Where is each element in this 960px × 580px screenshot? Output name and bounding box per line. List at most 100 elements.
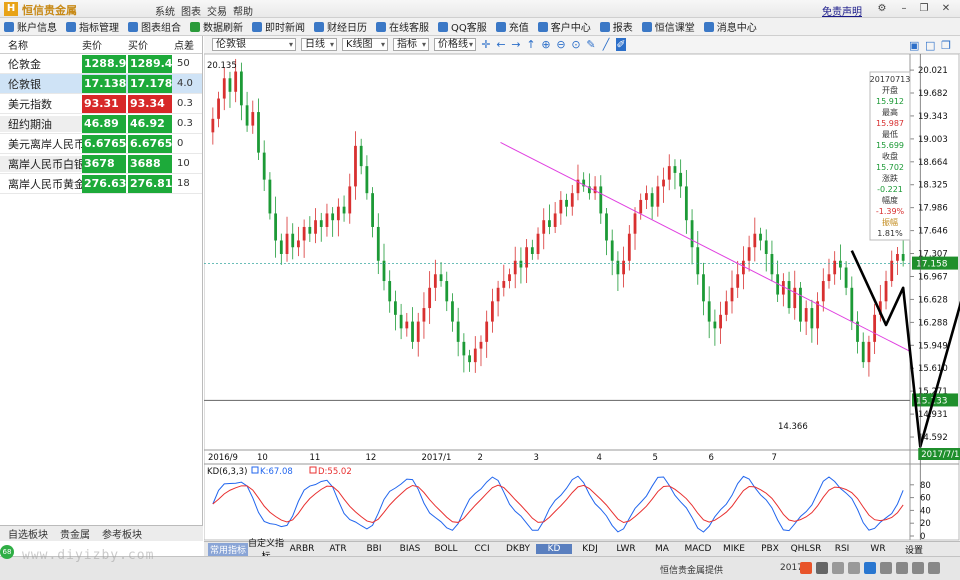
indicator-tab-10[interactable]: KDJ — [582, 544, 598, 554]
tab-reference[interactable]: 参考板块 — [102, 530, 142, 541]
toolbar-news-button[interactable]: 即时新闻 — [252, 19, 305, 34]
quote-buy-price[interactable]: 46.92 — [128, 114, 172, 133]
quote-buy-price[interactable]: 3688 — [128, 154, 172, 173]
settings-icon[interactable]: ⚙ — [877, 3, 887, 14]
ime-punct-icon[interactable] — [832, 562, 844, 574]
quote-sell-price[interactable]: 3678 — [82, 154, 126, 173]
candle-body — [348, 186, 352, 214]
ime-voice-icon[interactable] — [864, 562, 876, 574]
toolbar-deposit-button[interactable]: 充值 — [495, 19, 529, 34]
draw-pen-icon[interactable]: ✎ — [586, 38, 596, 51]
quote-row[interactable]: 伦敦金 1288.92 1289.42 50 — [0, 54, 202, 74]
ime-emoji-icon[interactable] — [848, 562, 860, 574]
sogou-ime-icon[interactable] — [800, 562, 812, 574]
toolbar-qq-button[interactable]: QQ客服 — [438, 19, 487, 34]
toolbar-report-button[interactable]: 报表 — [599, 19, 633, 34]
indicator-tab-5[interactable]: BIAS — [399, 544, 421, 554]
layout-icon[interactable]: ▣ — [909, 39, 920, 52]
quote-sell-price[interactable]: 6.6765 — [82, 134, 126, 153]
toolbar-support-button[interactable]: 在线客服 — [376, 19, 429, 34]
toolbar-calendar-button[interactable]: 财经日历 — [314, 19, 367, 34]
quote-sell-price[interactable]: 17.138 — [82, 74, 126, 93]
arrow-right-icon[interactable]: → — [511, 38, 521, 51]
quote-buy-price[interactable]: 17.178 — [128, 74, 172, 93]
toolbar-indicator-button[interactable]: 指标管理 — [66, 19, 119, 34]
minimize-icon[interactable]: – — [901, 3, 907, 14]
indicator-tab-13[interactable]: MACD — [684, 544, 712, 554]
menu-system[interactable]: 系统 — [155, 7, 175, 18]
price-chart[interactable]: 20.021 19.682 19.343 19.003 18.664 18.325 17.9… — [204, 54, 960, 541]
toolbar-chart-combo-button[interactable]: 图表组合 — [128, 19, 181, 34]
quote-buy-price[interactable]: 6.6765 — [128, 134, 172, 153]
quote-row[interactable]: 美元指数 93.31 93.34 0.3 — [0, 94, 202, 114]
ime-keyboard-icon[interactable] — [880, 562, 892, 574]
disclaimer-link[interactable]: 免责声明 — [822, 7, 862, 18]
indicator-tab-14[interactable]: MIKE — [722, 544, 745, 554]
quote-row[interactable]: 离岸人民币白银 3678 3688 10 — [0, 154, 202, 174]
price-line-select[interactable]: 价格线 — [434, 38, 476, 51]
restore-chart-icon[interactable]: ❐ — [941, 39, 951, 52]
indicator-tab-18[interactable]: WR — [870, 544, 886, 554]
zoom-icon[interactable]: ⊙ — [571, 38, 581, 51]
indicator-tab-16[interactable]: QHLSR — [790, 544, 822, 554]
indicator-tab-9[interactable]: KD — [536, 544, 572, 554]
indicator-tab-0[interactable]: 常用指标 — [208, 542, 248, 556]
indicator-tab-2[interactable]: ARBR — [289, 544, 315, 554]
toolbar-refresh-button[interactable]: 数据刷新 — [190, 19, 243, 34]
kd-y-tick-label: 20 — [920, 519, 931, 529]
toolbar-classroom-button[interactable]: 恒信课堂 — [641, 19, 695, 34]
menu-help[interactable]: 帮助 — [233, 7, 253, 18]
tab-precious-metals[interactable]: 贵金属 — [60, 530, 90, 541]
draw-tool-icon[interactable]: ✐ — [616, 38, 626, 51]
indicator-tab-4[interactable]: BBI — [366, 544, 382, 554]
quote-row[interactable]: 离岸人民币黄金 276.63 276.81 18 — [0, 174, 202, 194]
indicator-tab-8[interactable]: DKBY — [505, 544, 530, 554]
quote-buy-price[interactable]: 276.81 — [128, 174, 172, 193]
quote-buy-price[interactable]: 1289.42 — [128, 54, 180, 73]
ime-tools-icon[interactable] — [912, 562, 924, 574]
quote-sell-price[interactable]: 46.89 — [82, 114, 126, 133]
indicator-tab-17[interactable]: RSI — [834, 544, 850, 554]
menu-chart[interactable]: 图表 — [181, 7, 201, 18]
close-icon[interactable]: ✕ — [941, 3, 951, 14]
quote-row[interactable]: 美元离岸人民币 6.6765 6.6765 0 — [0, 134, 202, 154]
toolbar-client-center-button[interactable]: 客户中心 — [537, 19, 591, 34]
chart-kind-select[interactable]: K线图 — [342, 38, 388, 51]
indicator-tab-6[interactable]: BOLL — [434, 544, 458, 554]
restore-icon[interactable]: ❐ — [919, 3, 929, 14]
zoom-out-icon[interactable]: ⊖ — [556, 38, 566, 51]
zoom-in-icon[interactable]: ⊕ — [541, 38, 551, 51]
maximize-chart-icon[interactable]: □ — [925, 39, 936, 52]
quote-row[interactable]: 纽约期油 46.89 46.92 0.3 — [0, 114, 202, 134]
symbol-select[interactable]: 伦敦银 — [212, 38, 296, 51]
candle-body — [821, 281, 825, 302]
quote-sell-price[interactable]: 276.63 — [82, 174, 126, 193]
quote-sell-price[interactable]: 93.31 — [82, 94, 126, 113]
indicator-tab-11[interactable]: LWR — [616, 544, 636, 554]
toolbar-message-button[interactable]: 消息中心 — [703, 19, 757, 34]
quote-sell-price[interactable]: 1288.92 — [82, 54, 134, 73]
indicator-tab-19[interactable]: 设置 — [904, 545, 923, 556]
indicator-tab-3[interactable]: ATR — [329, 544, 347, 554]
ime-cn-icon[interactable] — [816, 562, 828, 574]
quote-buy-price[interactable]: 93.34 — [128, 94, 172, 113]
candle-body — [239, 71, 243, 106]
indicator-tab-12[interactable]: MA — [655, 544, 669, 554]
tab-watchlist[interactable]: 自选板块 — [8, 530, 48, 541]
crosshair-date-label: 2017/7/13(四) — [921, 450, 960, 460]
menu-trade[interactable]: 交易 — [207, 7, 227, 18]
draw-line-icon[interactable]: ╱ — [602, 38, 610, 51]
candle-body — [542, 220, 546, 234]
indicator-select[interactable]: 指标 — [393, 38, 429, 51]
crosshair-icon[interactable]: ✛ — [481, 38, 491, 51]
quote-row[interactable]: 伦敦银 17.138 17.178 4.0 — [0, 74, 202, 94]
arrow-left-icon[interactable]: ← — [496, 38, 506, 51]
ime-menu-icon[interactable] — [928, 562, 940, 574]
arrow-up-icon[interactable]: ↑ — [526, 38, 536, 51]
period-select[interactable]: 日线 — [301, 38, 337, 51]
candle-body — [833, 260, 837, 275]
indicator-tab-7[interactable]: CCI — [474, 544, 490, 554]
ime-skin-icon[interactable] — [896, 562, 908, 574]
toolbar-account-button[interactable]: 账户信息 — [4, 19, 57, 34]
indicator-tab-15[interactable]: PBX — [761, 544, 779, 554]
